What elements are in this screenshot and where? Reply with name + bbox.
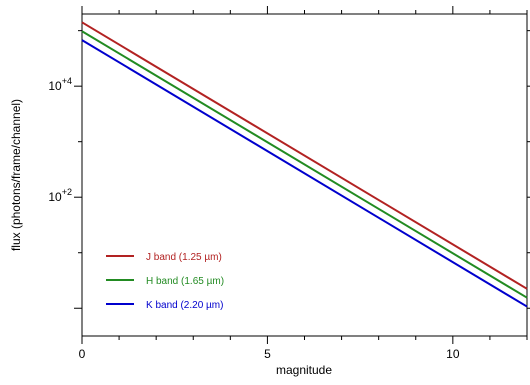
x-axis-title: magnitude xyxy=(276,363,332,377)
series-line-2 xyxy=(81,30,528,299)
x-tick-label: 10 xyxy=(446,347,460,361)
legend: J band (1.25 µm) H band (1.65 µm) K band (… xyxy=(106,252,224,311)
y-tick-label: 10+4 xyxy=(48,76,72,93)
series-lines xyxy=(81,21,528,308)
legend-label: H band (1.65 µm) xyxy=(146,276,224,287)
x-tick-label: 0 xyxy=(79,347,86,361)
y-tick-label: 10+2 xyxy=(48,187,72,204)
x-tick-label: 5 xyxy=(264,347,271,361)
x-axis-ticks: 0 5 10 xyxy=(79,6,528,361)
series-line-1 xyxy=(81,21,528,290)
y-axis-title: flux (photons/frame/channel) xyxy=(9,99,23,251)
y-axis-ticks: 10+4 10+2 xyxy=(48,30,530,309)
series-line-3 xyxy=(81,39,528,308)
legend-label: K band (2.20 µm) xyxy=(146,300,223,311)
legend-label: J band (1.25 µm) xyxy=(146,252,222,263)
